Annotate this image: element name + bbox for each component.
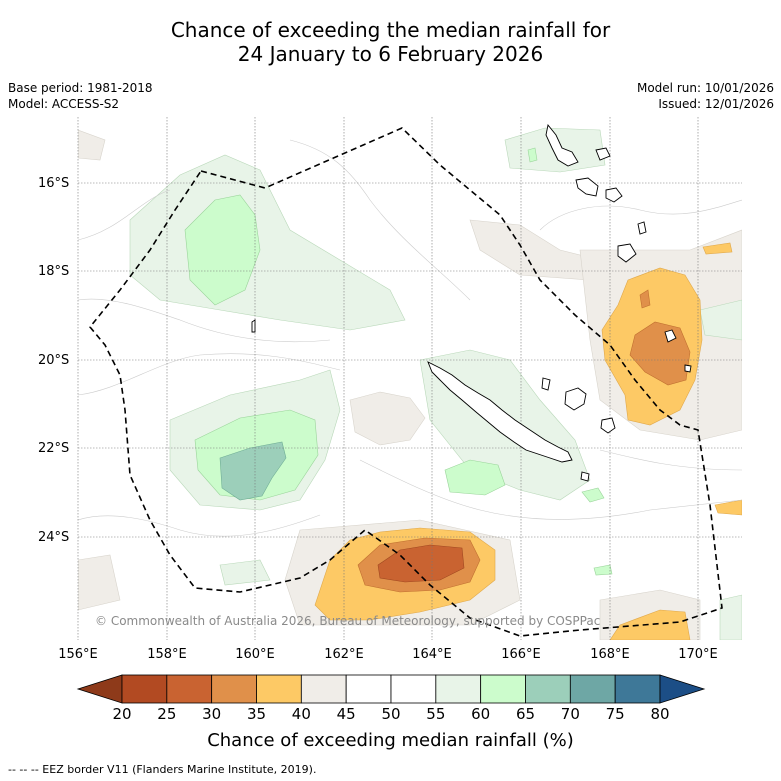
field-65-70-sw — [219, 441, 287, 501]
field-40-45-west — [78, 129, 106, 161]
colorbar-arrow-low — [76, 674, 123, 704]
colorbar-tick-label: 40 — [291, 705, 311, 723]
eez-legend-footnote: -- -- -- EEZ border V11 (Flanders Marine… — [8, 763, 317, 776]
colorbar-tick-label: 50 — [381, 705, 401, 723]
contour-lines — [78, 139, 742, 537]
field-35-40-se — [609, 609, 691, 640]
colorbar-tick-label: 30 — [202, 705, 222, 723]
colorbar-tick-label: 70 — [560, 705, 580, 723]
vanuatu-maewo — [595, 147, 611, 161]
vanuatu-efate — [605, 187, 623, 203]
field-35-40-e2 — [714, 499, 742, 516]
hunter-island — [664, 329, 677, 343]
colorbar-tick-label: 55 — [426, 705, 446, 723]
gridlines — [77, 117, 742, 640]
lat-label-24s: 24°S — [38, 530, 70, 545]
vanuatu-espiritu-santo — [545, 123, 579, 167]
lon-label-170e: 170°E — [678, 647, 718, 662]
vanuatu-erromango — [617, 243, 637, 263]
field-60-65-west — [184, 194, 261, 306]
lon-label-160e: 160°E — [235, 647, 275, 662]
copyright-notice: © Commonwealth of Australia 2026, Bureau… — [95, 614, 601, 628]
eez-border — [88, 127, 723, 637]
colorbar-tick-label: 65 — [515, 705, 536, 723]
loyalty-islands-mare — [600, 417, 616, 434]
lon-label-164e: 164°E — [412, 647, 452, 662]
title-line-1: Chance of exceeding the median rainfall … — [170, 18, 611, 42]
meta-right: Model run: 10/01/2026 Issued: 12/01/2026 — [637, 80, 774, 112]
field-55-60-south — [219, 559, 271, 586]
loyalty-islands-ouvea — [541, 377, 551, 391]
colorbar-segment — [211, 674, 257, 704]
lat-label-18s: 18°S — [38, 264, 70, 279]
field-55-60-se — [719, 594, 742, 640]
issued-date: Issued: 12/01/2026 — [658, 97, 774, 111]
field-25-30-south — [377, 544, 465, 583]
coastlines — [251, 123, 692, 482]
colorbar-segment — [614, 674, 661, 704]
lon-label-166e: 166°E — [501, 647, 541, 662]
base-period: Base period: 1981-2018 — [8, 81, 153, 95]
colorbar-segment — [121, 674, 168, 704]
colorbar-label: Chance of exceeding median rainfall (%) — [207, 730, 574, 751]
vanuatu-tanna — [637, 221, 647, 235]
colorbar-tick-label: 45 — [336, 705, 356, 723]
colorbar-tick-label: 35 — [246, 705, 267, 723]
colorbar-segment — [525, 674, 571, 704]
field-60-65-north — [527, 147, 538, 163]
field-30-35-east-small — [639, 289, 651, 309]
colorbar — [76, 674, 706, 704]
lat-label-20s: 20°S — [38, 353, 70, 368]
lon-label-156e: 156°E — [58, 647, 98, 662]
isle-of-pines — [580, 471, 590, 482]
field-60-65-island — [581, 487, 605, 503]
lon-label-158e: 158°E — [147, 647, 187, 662]
matthew-island — [684, 364, 692, 373]
lon-label-168e: 168°E — [590, 647, 630, 662]
field-60-65-south — [593, 564, 613, 576]
lat-label-22s: 22°S — [38, 441, 70, 456]
colorbar-segment — [390, 674, 437, 704]
colorbar-arrow-high — [659, 674, 706, 704]
colorbar-segment — [345, 674, 392, 704]
model-run: Model run: 10/01/2026 — [636, 81, 774, 95]
colorbar-segment — [435, 674, 482, 704]
lat-label-16s: 16°S — [38, 176, 70, 191]
field-55-60-east — [699, 299, 742, 341]
probability-fields — [78, 127, 742, 640]
title-line-2: 24 January to 6 February 2026 — [237, 42, 544, 66]
field-40-45-southwest — [78, 554, 121, 611]
colorbar-segment — [256, 674, 302, 704]
chesterfield-island — [251, 319, 256, 333]
loyalty-islands-lifou — [564, 387, 587, 411]
field-35-40-e1 — [702, 242, 733, 255]
colorbar-tick-label: 75 — [605, 705, 625, 723]
vanuatu-malekula — [575, 177, 599, 197]
map-title: Chance of exceeding the median rainfall … — [0, 18, 781, 66]
colorbar-tick-label: 25 — [157, 705, 177, 723]
field-60-65-newcal — [444, 459, 506, 496]
colorbar-segment — [300, 674, 347, 704]
colorbar-segment — [569, 674, 616, 704]
meta-left: Base period: 1981-2018 Model: ACCESS-S2 — [8, 80, 153, 112]
field-40-45-center — [349, 391, 426, 446]
colorbar-segment — [166, 674, 213, 704]
colorbar-segment — [480, 674, 526, 704]
colorbar-tick-label: 80 — [650, 705, 670, 723]
lon-label-162e: 162°E — [324, 647, 364, 662]
colorbar-tick-label: 20 — [112, 705, 132, 723]
new-caledonia-main-island — [427, 361, 573, 463]
model-name: Model: ACCESS-S2 — [8, 97, 120, 111]
colorbar-tick-label: 60 — [471, 705, 491, 723]
